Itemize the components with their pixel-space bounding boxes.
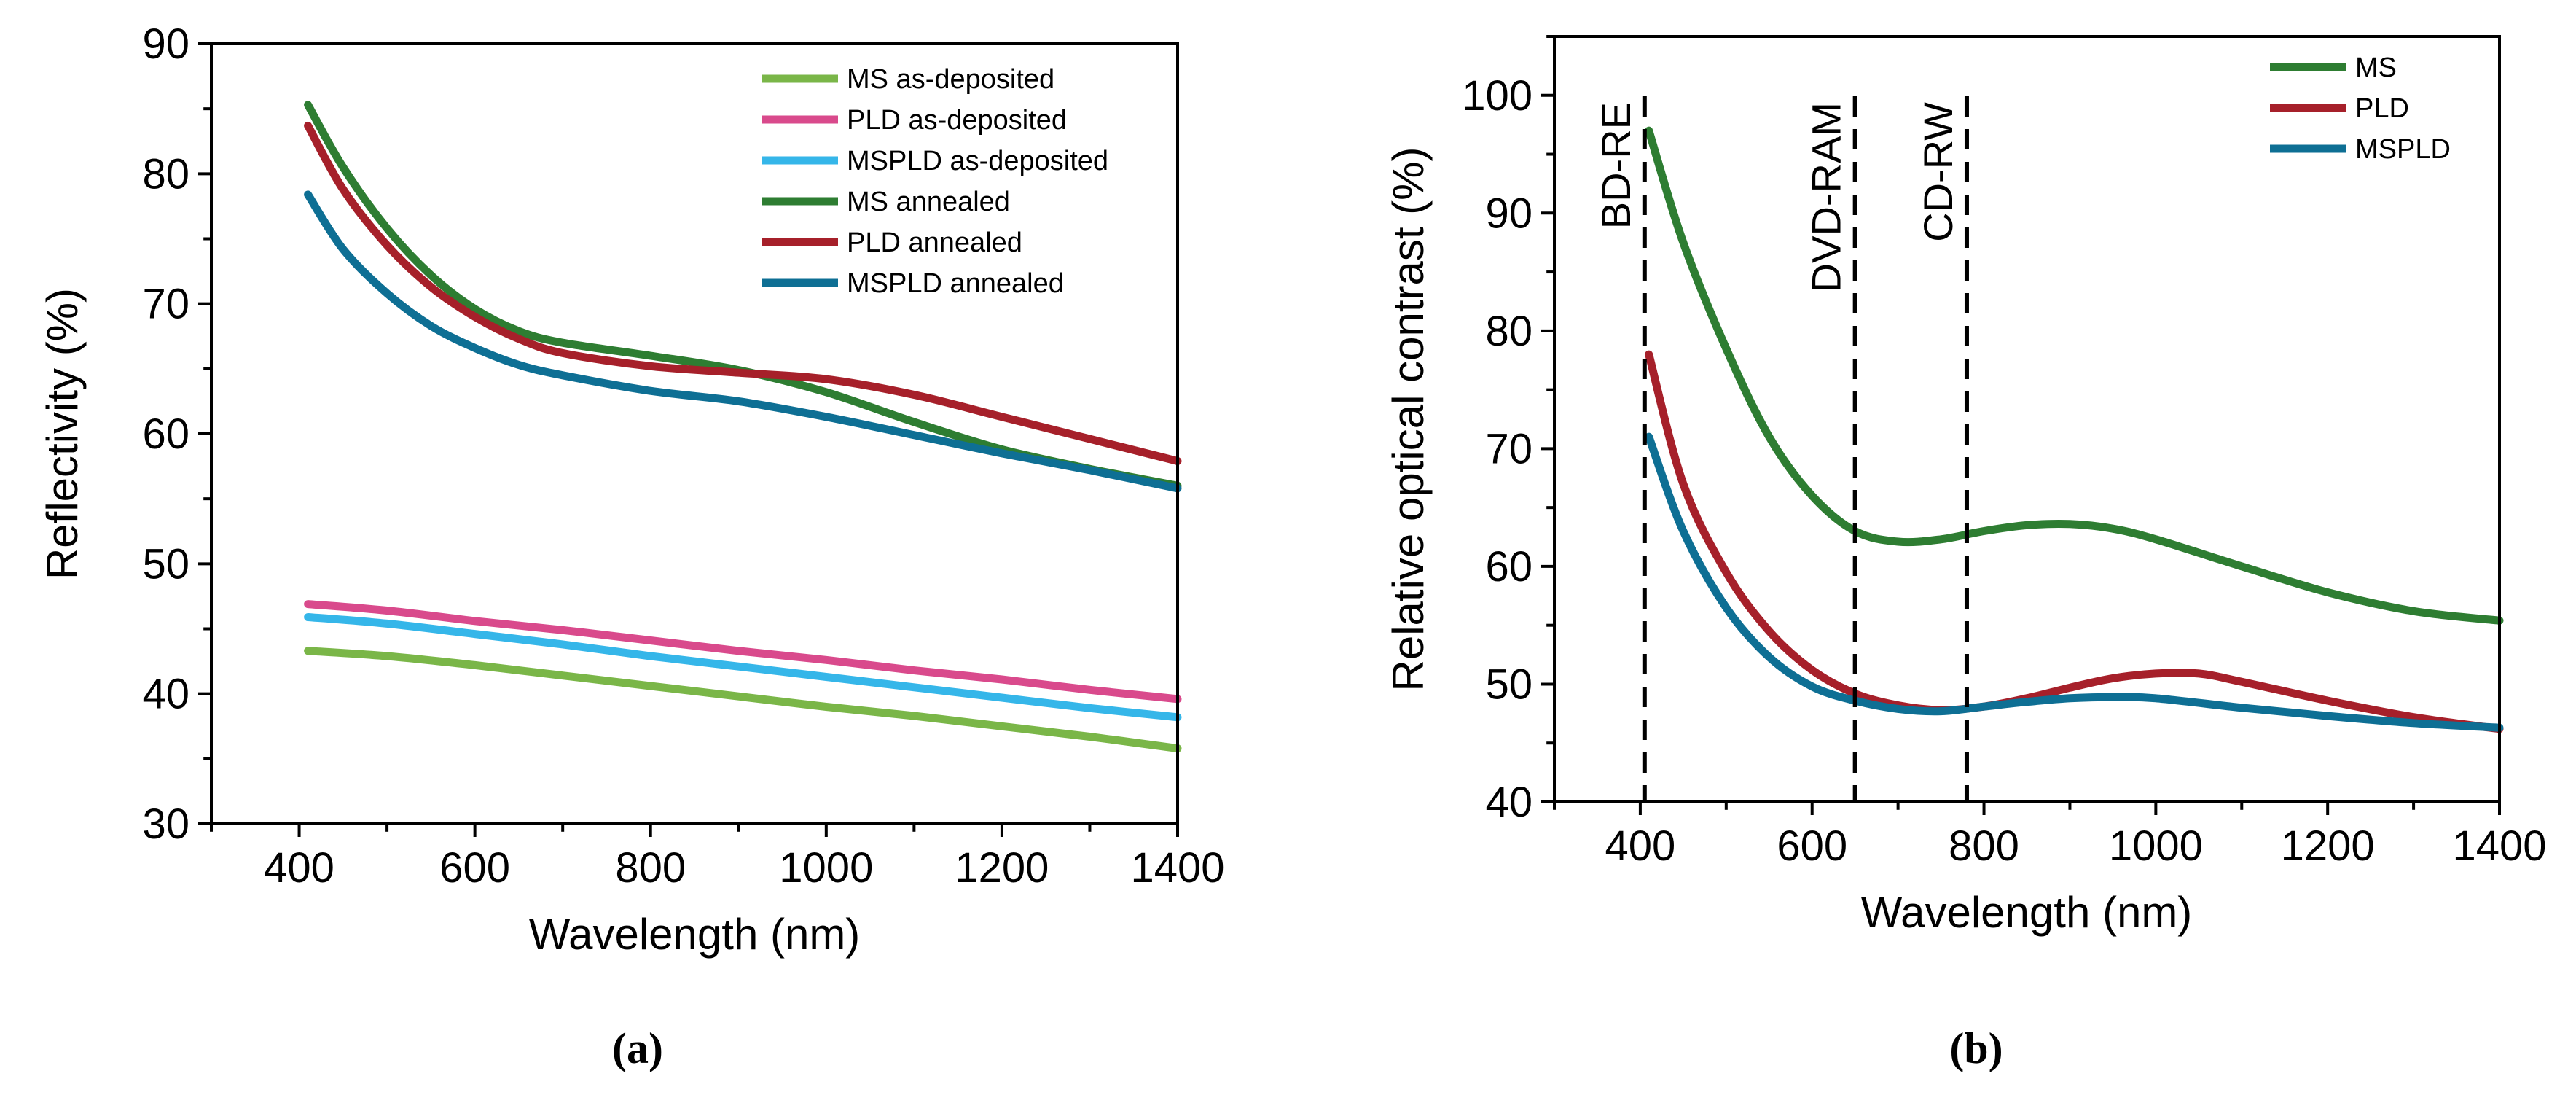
x-tick-label: 800 bbox=[1949, 822, 2019, 870]
legend-entry: MSPLD annealed bbox=[847, 268, 1064, 299]
contrast-series bbox=[1645, 126, 2504, 733]
x-tick-label: 800 bbox=[615, 844, 686, 892]
y-tick-label: 80 bbox=[142, 150, 189, 198]
axis-ticks: 400 600 800 1000 1200 1400 30 40 50 60 70 80 90 bbox=[142, 20, 1224, 892]
legend-entry: MSPLD as-deposited bbox=[847, 146, 1108, 176]
legend-entry: MS bbox=[2355, 52, 2397, 83]
y-tick-label: 40 bbox=[142, 671, 189, 718]
legend-entry: PLD bbox=[2355, 93, 2409, 124]
series-line-mspld bbox=[1645, 432, 2504, 732]
y-tick-label: 30 bbox=[142, 800, 189, 848]
x-tick-label: 600 bbox=[439, 844, 510, 892]
x-tick-label: 1400 bbox=[1130, 844, 1224, 892]
series-line-pld-as-deposited bbox=[304, 600, 1182, 704]
y-tick-label: 90 bbox=[142, 20, 189, 68]
x-tick-label: 1200 bbox=[2281, 822, 2375, 870]
y-tick-label: 50 bbox=[142, 540, 189, 588]
reflectivity-chart: 400 600 800 1000 1200 1400 30 40 50 60 70 80 90 Wave… bbox=[38, 20, 1225, 1072]
y-tick-label: 90 bbox=[1485, 190, 1532, 237]
x-axis-title: Wavelength (nm) bbox=[529, 910, 861, 959]
x-tick-label: 400 bbox=[1605, 822, 1676, 870]
axis-ticks: 400 600 800 1000 1200 1400 40 50 60 70 80 90 100 bbox=[1462, 35, 2547, 870]
y-axis-title: Relative optical contrast (%) bbox=[1384, 147, 1433, 692]
panel-label: (a) bbox=[612, 1024, 663, 1072]
legend-entry: MS as-deposited bbox=[847, 64, 1054, 95]
x-tick-label: 600 bbox=[1777, 822, 1847, 870]
legend-entry: PLD as-deposited bbox=[847, 105, 1067, 136]
y-tick-label: 70 bbox=[1485, 425, 1532, 472]
series-line-mspld-annealed bbox=[304, 190, 1182, 493]
plot-frame bbox=[1553, 35, 2501, 803]
x-tick-label: 1400 bbox=[2452, 822, 2546, 870]
reference-label-dvd-ram: DVD-RAM bbox=[1804, 102, 1849, 292]
y-tick-label: 80 bbox=[1485, 308, 1532, 355]
x-tick-label: 1000 bbox=[779, 844, 873, 892]
reference-label-bd-re: BD-RE bbox=[1593, 102, 1639, 229]
legend: MS as-deposited PLD as-deposited MSPLD as-… bbox=[762, 64, 1108, 299]
series-line-pld-annealed bbox=[304, 121, 1182, 465]
y-tick-label: 60 bbox=[142, 410, 189, 458]
x-tick-label: 400 bbox=[264, 844, 334, 892]
legend-entry: MS annealed bbox=[847, 187, 1010, 217]
series-line-pld bbox=[1645, 350, 2504, 733]
y-tick-label: 100 bbox=[1462, 72, 1532, 120]
series-line-ms bbox=[1645, 126, 2504, 625]
x-tick-label: 1000 bbox=[2109, 822, 2203, 870]
panel-label: (b) bbox=[1949, 1024, 2003, 1072]
y-axis-title: Reflectivity (%) bbox=[38, 288, 87, 580]
y-tick-label: 70 bbox=[142, 281, 189, 328]
y-tick-label: 50 bbox=[1485, 660, 1532, 708]
y-tick-label: 40 bbox=[1485, 779, 1532, 826]
series-line-mspld-as-deposited bbox=[304, 613, 1182, 722]
reference-lines: BD-RE DVD-RAM CD-RW bbox=[1593, 96, 1969, 802]
series-line-ms-as-deposited bbox=[304, 647, 1182, 753]
legend-entry: PLD annealed bbox=[847, 227, 1022, 258]
legend-entry: MSPLD bbox=[2355, 134, 2451, 165]
y-tick-label: 60 bbox=[1485, 543, 1532, 591]
reference-label-cd-rw: CD-RW bbox=[1915, 102, 1961, 242]
optical-contrast-chart: BD-RE DVD-RAM CD-RW 400 600 800 1000 1200 14004… bbox=[1384, 35, 2547, 1072]
reflectivity-series bbox=[304, 101, 1182, 753]
x-tick-label: 1200 bbox=[955, 844, 1049, 892]
x-axis-title: Wavelength (nm) bbox=[1861, 888, 2193, 937]
